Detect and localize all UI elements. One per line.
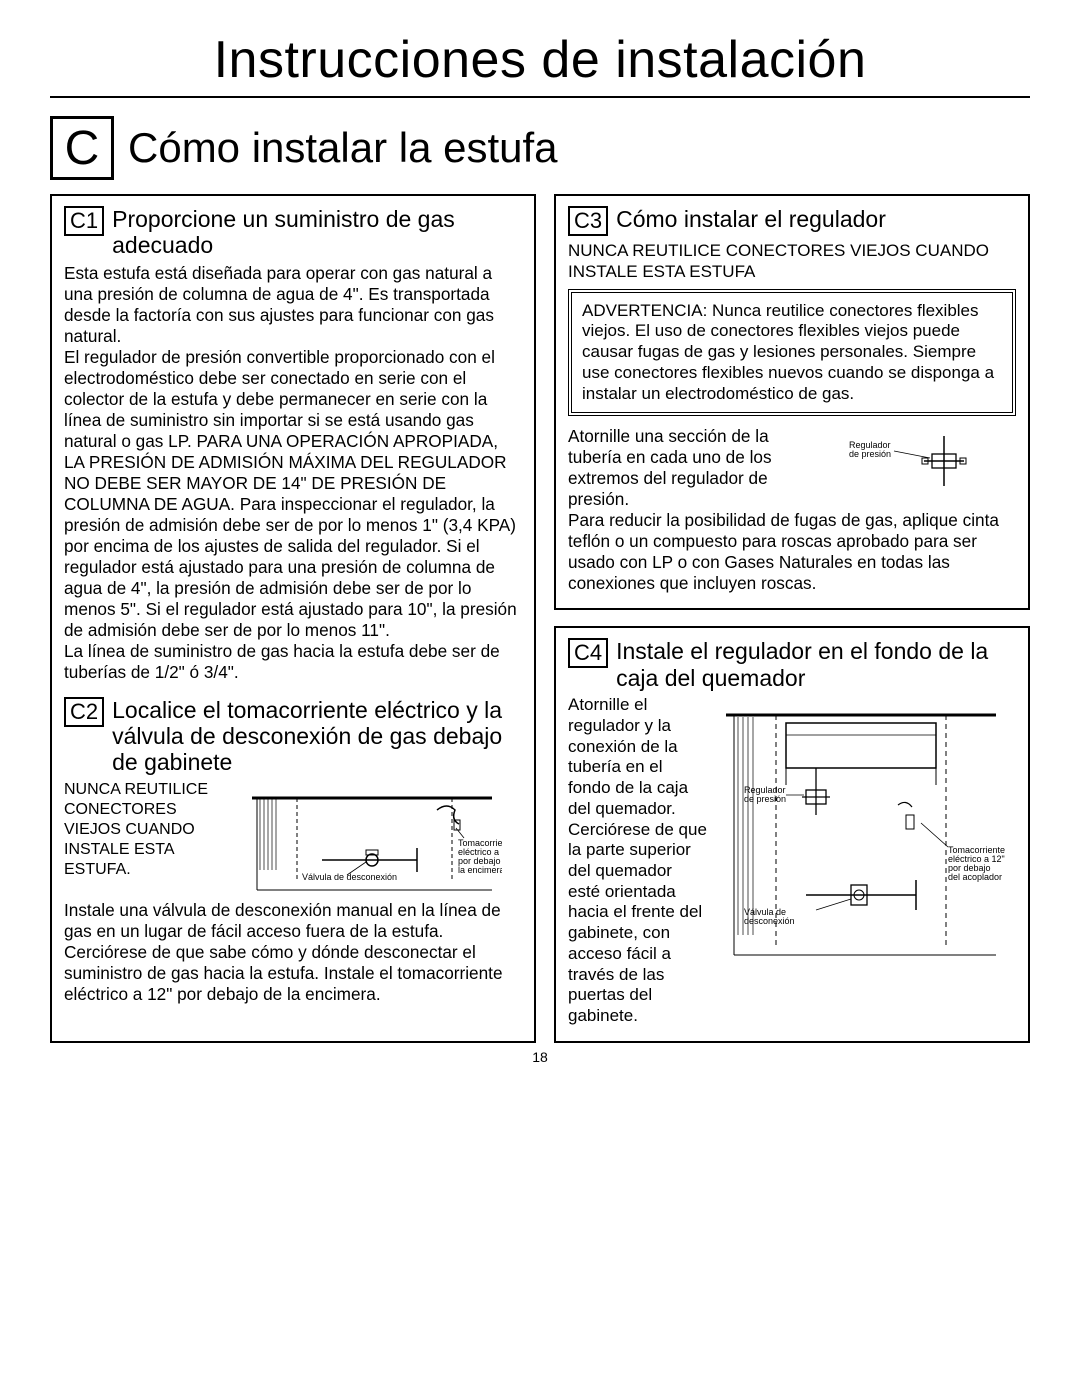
c1-title: Proporcione un suministro de gas adecuad… [112, 206, 522, 259]
c4-p1: Atornille el regulador y la conexión de … [568, 695, 708, 1027]
c3-box: C3 [568, 206, 608, 236]
c2-fig-valve-label: Válvula de desconexión [302, 872, 397, 882]
svg-text:Reguladorde presión: Reguladorde presión [744, 785, 786, 804]
c4-box: C4 [568, 638, 608, 668]
c3-block: C3 Cómo instalar el regulador NUNCA REUT… [554, 194, 1030, 610]
c2-figure-row: NUNCA REUTILICE CONECTORES VIEJOS CUANDO… [64, 780, 522, 900]
right-column: C3 Cómo instalar el regulador NUNCA REUT… [554, 194, 1030, 1043]
c2-title: Localice el tomacorriente eléctrico y la… [112, 697, 522, 776]
c3-figure: Regulador de presión [794, 426, 1016, 510]
left-column: C1 Proporcione un suministro de gas adec… [50, 194, 536, 1043]
c1-header: C1 Proporcione un suministro de gas adec… [64, 206, 522, 259]
c3-caps: NUNCA REUTILICE CONECTORES VIEJOS CUANDO… [568, 240, 1016, 283]
section-header: C Cómo instalar la estufa [50, 116, 1030, 180]
section-letter-box: C [50, 116, 114, 180]
c2-box: C2 [64, 697, 104, 727]
c1-p2: El regulador de presión convertible prop… [64, 347, 522, 641]
c1-box: C1 [64, 206, 104, 236]
c3-warning: ADVERTENCIA: Nunca reutilice conectores … [568, 289, 1016, 417]
c4-title: Instale el regulador en el fondo de la c… [616, 638, 1016, 691]
c4-block: C4 Instale el regulador en el fondo de l… [554, 626, 1030, 1043]
columns: C1 Proporcione un suministro de gas adec… [50, 194, 1030, 1043]
svg-text:Tomacorriente: Tomacorriente eléctrico a 12" por debajo… [948, 845, 1008, 882]
c3-fig-reg-label: Regulador de presión [849, 440, 893, 459]
c3-figure-row: Atornille una sección de la tubería en c… [568, 426, 1016, 510]
c3-p2: Para reducir la posibilidad de fugas de … [568, 510, 1016, 594]
svg-text:Válvula dedesconexión: Válvula dedesconexión [744, 907, 795, 926]
c2-fig-outlet-label: Tomacorriente eléctrico a 12" por debajo… [458, 838, 502, 875]
page-number: 18 [50, 1049, 1030, 1065]
c4-header: C4 Instale el regulador en el fondo de l… [568, 638, 1016, 691]
c1-p1: Esta estufa está diseñada para operar co… [64, 263, 522, 347]
c1-p3: La línea de suministro de gas hacia la e… [64, 641, 522, 683]
c3-title: Cómo instalar el regulador [616, 206, 886, 232]
c2-caps: NUNCA REUTILICE CONECTORES VIEJOS CUANDO… [64, 780, 234, 900]
c4-figure: Reguladorde presión Tomacorriente eléctr… [716, 695, 1016, 1027]
main-title: Instrucciones de instalación [50, 30, 1030, 98]
c2-p1: Instale una válvula de desconexión manua… [64, 900, 522, 1005]
c2-figure: Válvula de desconexión Tomacorriente elé… [242, 780, 522, 900]
c4-body: Atornille el regulador y la conexión de … [568, 695, 1016, 1027]
page: Instrucciones de instalación C Cómo inst… [0, 0, 1080, 1075]
c3-p1: Atornille una sección de la tubería en c… [568, 426, 788, 510]
section-title: Cómo instalar la estufa [128, 124, 558, 172]
c2-header: C2 Localice el tomacorriente eléctrico y… [64, 697, 522, 776]
c3-header: C3 Cómo instalar el regulador [568, 206, 1016, 236]
